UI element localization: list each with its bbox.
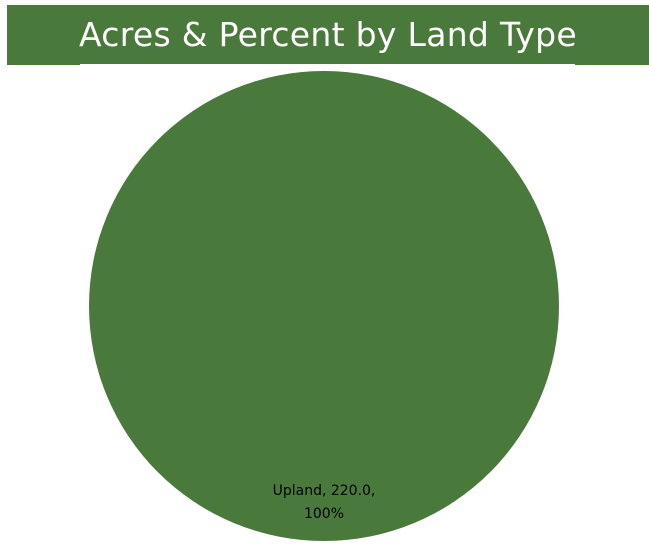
slice-data-label-line2: 100% (304, 506, 344, 522)
slice-data-label-line1: Upland, 220.0, (273, 483, 376, 499)
pie-slice-upland (89, 71, 559, 541)
pie-slices (89, 71, 559, 541)
